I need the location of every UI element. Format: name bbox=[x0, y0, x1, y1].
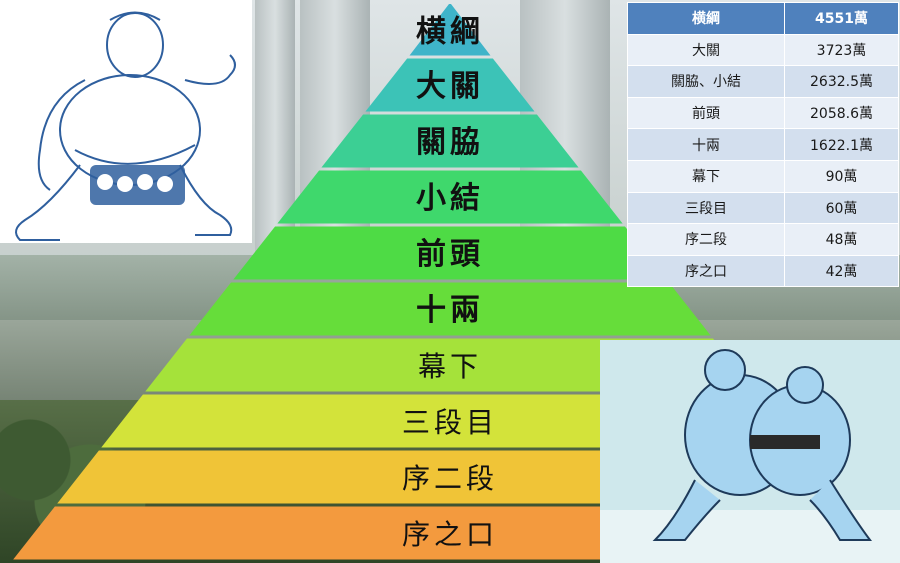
pyramid-level-label: 十兩 bbox=[416, 293, 484, 328]
table-header-row: 横綱 4551萬 bbox=[627, 2, 899, 35]
salary-cell: 1622.1萬 bbox=[784, 128, 899, 161]
sumo-bout-icon bbox=[600, 349, 900, 563]
salary-cell: 90萬 bbox=[784, 159, 899, 193]
salary-cell: 60萬 bbox=[784, 191, 899, 225]
sumo-wrestler-icon bbox=[15, 11, 236, 241]
table-row: 關脇、小結 2632.5萬 bbox=[627, 65, 899, 98]
pyramid-level-label: 小結 bbox=[416, 181, 484, 216]
pyramid-level bbox=[409, 4, 491, 56]
table-row: 序之口 42萬 bbox=[627, 254, 899, 288]
pyramid-level-label: 關脇 bbox=[416, 125, 484, 160]
rank-name-cell: 關脇、小結 bbox=[627, 65, 785, 98]
rank-name-cell: 序之口 bbox=[627, 254, 785, 288]
sumo-bout-illustration bbox=[600, 340, 900, 563]
salary-cell: 42萬 bbox=[784, 254, 899, 288]
pyramid-level bbox=[233, 226, 667, 280]
sumo-wrestler-illustration bbox=[0, 0, 252, 243]
rank-name-cell: 前頭 bbox=[627, 96, 785, 130]
rank-name-cell: 序二段 bbox=[627, 223, 785, 256]
pyramid-level bbox=[321, 114, 579, 168]
pyramid-level-label: 序之口 bbox=[402, 518, 498, 551]
pyramid-level-label: 前頭 bbox=[416, 237, 484, 272]
pyramid-level-label: 幕下 bbox=[418, 350, 482, 383]
salary-cell: 2058.6萬 bbox=[784, 96, 899, 130]
rank-name-cell: 十兩 bbox=[627, 128, 785, 161]
pyramid-level bbox=[189, 282, 711, 336]
pyramid-level-label: 序二段 bbox=[402, 462, 498, 495]
table-row: 幕下 90萬 bbox=[627, 159, 899, 193]
rank-name-cell: 幕下 bbox=[627, 159, 785, 193]
table-row: 序二段 48萬 bbox=[627, 223, 899, 256]
table-row: 十兩 1622.1萬 bbox=[627, 128, 899, 161]
pyramid-level bbox=[277, 170, 623, 224]
table-row: 大關 3723萬 bbox=[627, 33, 899, 67]
pyramid-level bbox=[365, 58, 535, 112]
pyramid-level-label: 三段目 bbox=[402, 406, 498, 439]
table-row: 三段目 60萬 bbox=[627, 191, 899, 225]
salary-cell: 48萬 bbox=[784, 223, 899, 256]
rank-name-cell: 三段目 bbox=[627, 191, 785, 225]
salary-table: 横綱 4551萬 大關 3723萬 關脇、小結 2632.5萬 前頭 2058.6萬 十兩 1… bbox=[627, 2, 899, 288]
table-row: 前頭 2058.6萬 bbox=[627, 96, 899, 130]
rank-name-cell: 大關 bbox=[627, 33, 785, 67]
salary-cell: 2632.5萬 bbox=[784, 65, 899, 98]
pyramid-level-label: 大關 bbox=[416, 69, 484, 104]
table-header-rank: 横綱 bbox=[627, 2, 785, 35]
salary-cell: 3723萬 bbox=[784, 33, 899, 67]
table-header-salary: 4551萬 bbox=[784, 2, 899, 35]
pyramid-level-label: 横綱 bbox=[416, 15, 484, 50]
